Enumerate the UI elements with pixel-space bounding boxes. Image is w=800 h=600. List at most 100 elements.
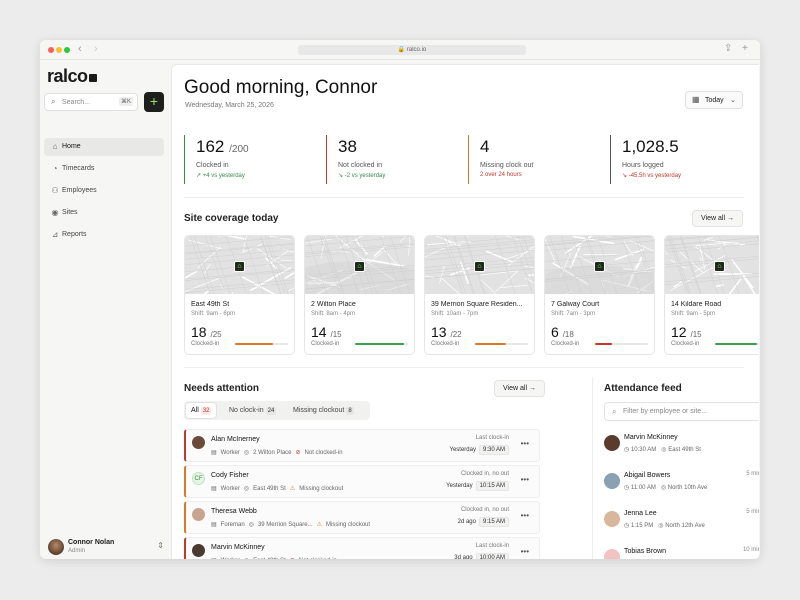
page-title: Good morning, Connor xyxy=(184,77,378,98)
feed-site: North 10th Ave xyxy=(667,485,708,491)
clock-status: Last clock-in xyxy=(475,435,509,441)
user-menu[interactable]: Connor Nolan Admin ⇕ xyxy=(48,537,164,557)
stat-missing-clock-out: 4 Missing clock out 2 over 24 hours xyxy=(468,135,598,184)
more-options-icon[interactable]: ••• xyxy=(520,439,529,448)
stat-delta: ↗ +4 vs yesterday xyxy=(196,173,245,179)
coverage-progress-fill xyxy=(475,343,507,345)
more-options-icon[interactable]: ••• xyxy=(520,511,529,520)
site-card[interactable]: ⌂ East 49th St Shift: 9am - 6pm 18 /25 Clock… xyxy=(184,235,295,355)
url-bar[interactable]: 🔒 ralco.io xyxy=(298,45,526,55)
clock-time: 9:15 AM xyxy=(478,517,509,527)
attention-row[interactable]: Alan McInerney ▤ Worker ◎ 2 Wilton Place ⊘ Not… xyxy=(184,429,540,462)
add-button[interactable]: + xyxy=(144,92,164,112)
coverage-progress-fill xyxy=(715,343,758,345)
site-card[interactable]: ⌂ 14 Kildare Road Shift: 9am - 5pm 12 /15 Cl… xyxy=(664,235,759,355)
feed-employee-name: Tobias Brown xyxy=(624,548,667,555)
site-card[interactable]: ⌂ 7 Galway Court Shift: 7am - 3pm 6 /18 Cloc… xyxy=(544,235,655,355)
user-role: Admin xyxy=(68,548,86,554)
clock-when: 3d ago xyxy=(454,555,473,559)
warning-icon: ⊘ xyxy=(290,558,295,559)
issue-label: Missing clockout xyxy=(299,486,344,492)
forward-arrow-icon[interactable]: › xyxy=(94,43,98,55)
map-pin-icon: ◎ xyxy=(660,485,667,491)
maximize-window-button[interactable] xyxy=(64,47,70,53)
attention-row[interactable]: Theresa Webb ▤ Foreman ◎ 39 Merrion Square..… xyxy=(184,501,540,534)
feed-item[interactable]: Abigail Bowers ◷ 11:00 AM ◎ North 10th Av… xyxy=(604,470,759,500)
stat-clocked-in: 162 /200 Clocked in ↗ +4 vs yesterday xyxy=(184,135,314,184)
close-window-button[interactable] xyxy=(48,47,54,53)
map-pin-icon: ◎ xyxy=(658,523,664,529)
feed-item[interactable]: Tobias Brown 10 minutes ago xyxy=(604,546,759,559)
sidebar-item-timecards[interactable]: ◔ Timecards xyxy=(44,160,164,178)
more-options-icon[interactable]: ••• xyxy=(520,547,529,556)
tab-all[interactable]: All 32 xyxy=(186,403,217,418)
feed-item[interactable]: Jenna Lee ◷ 1:15 PM ◎ North 12th Ave 5 min… xyxy=(604,508,759,538)
map-pin-icon: ◎ xyxy=(243,486,250,492)
attention-tabs: All 32 No clock-in 24 Missing clockout 8 xyxy=(184,401,370,420)
clock-icon: ◷ xyxy=(624,485,630,491)
role-icon: ▤ xyxy=(211,450,217,456)
site-shift: Shift: 8am - 4pm xyxy=(311,311,356,317)
coverage-progress-bar xyxy=(595,343,648,345)
site-card[interactable]: ⌂ 2 Wilton Place Shift: 8am - 4pm 14 /15 Clo… xyxy=(304,235,415,355)
main-content: Good morning, Connor Wednesday, March 25… xyxy=(171,64,759,559)
tab-missing-clockout[interactable]: Missing clockout 8 xyxy=(288,403,359,418)
site-total: /15 xyxy=(330,330,342,339)
brand-logo[interactable]: ralco xyxy=(47,66,97,87)
attention-row[interactable]: CF Cody Fisher ▤ Worker ◎ East 49th St ⚠ Missin… xyxy=(184,465,540,498)
feed-filter-input[interactable]: ⌕ Filter by employee or site... xyxy=(604,402,759,421)
minimize-window-button[interactable] xyxy=(56,47,62,53)
role-icon: ▤ xyxy=(211,522,217,528)
date-range-button[interactable]: ▦ Today ⌄ xyxy=(685,91,743,109)
sidebar-item-employees[interactable]: ⚇ Employees xyxy=(44,182,164,200)
site-count: 18 xyxy=(191,324,207,340)
coverage-progress-fill xyxy=(595,343,613,345)
coverage-progress-fill xyxy=(235,343,274,345)
site-card[interactable]: ⌂ 39 Merrion Square Residen... Shift: 10am… xyxy=(424,235,535,355)
sidebar-item-reports[interactable]: ⊿ Reports xyxy=(44,226,164,244)
sidebar-item-home[interactable]: ⌂ Home xyxy=(44,138,164,156)
sidebar-item-sites[interactable]: ◉ Sites xyxy=(44,204,164,222)
user-name: Connor Nolan xyxy=(68,539,115,546)
more-options-icon[interactable]: ••• xyxy=(520,475,529,484)
sidebar-item-label: Employees xyxy=(62,187,97,194)
coverage-progress-bar xyxy=(475,343,528,345)
tab-no-clock-in[interactable]: No clock-in 24 xyxy=(224,403,281,418)
share-icon[interactable]: ⇪ xyxy=(724,43,733,54)
new-tab-icon[interactable]: + xyxy=(742,43,748,54)
site-count-label: Clocked-in xyxy=(551,341,580,347)
feed-item[interactable]: Marvin McKinney ◷ 10:30 AM ◎ East 49th St… xyxy=(604,432,759,462)
site-total: /25 xyxy=(210,330,222,339)
view-all-sites-button[interactable]: View all → xyxy=(692,210,743,227)
needs-attention-title: Needs attention xyxy=(184,383,260,394)
site-shift: Shift: 7am - 3pm xyxy=(551,311,596,317)
feed-employee-name: Marvin McKinney xyxy=(624,434,678,441)
chart-icon: ⊿ xyxy=(51,230,59,239)
site-map: ⌂ xyxy=(665,236,759,294)
clock-time: 10:15 AM xyxy=(475,481,509,491)
employee-site: 39 Merrion Square... xyxy=(257,522,313,528)
stat-value: 38 xyxy=(338,137,357,156)
site-pin-icon: ⌂ xyxy=(354,261,365,272)
map-pin-icon: ◎ xyxy=(243,450,250,456)
employee-site: East 49th St xyxy=(253,486,286,492)
attention-row[interactable]: Marvin McKinney ▤ Worker ◎ East 49th St ⊘ Not … xyxy=(184,537,540,559)
sidebar-item-label: Timecards xyxy=(62,165,95,172)
view-all-attention-button[interactable]: View all → xyxy=(494,380,545,397)
avatar xyxy=(192,436,205,449)
sidebar-search[interactable]: ⌕ Search... ⌘K xyxy=(44,93,138,111)
sidebar-item-label: Sites xyxy=(62,209,78,216)
avatar xyxy=(604,435,620,451)
site-count: 14 xyxy=(311,324,327,340)
clock-icon: ◷ xyxy=(624,447,630,453)
feed-time-ago: 5 minutes ago xyxy=(746,509,759,515)
back-arrow-icon[interactable]: ‹ xyxy=(78,43,82,55)
employee-role: Worker xyxy=(220,486,240,492)
tab-label: All xyxy=(191,407,199,414)
clock-time: 10:00 AM xyxy=(475,553,509,559)
site-count-label: Clocked-in xyxy=(671,341,700,347)
logo-mark-icon xyxy=(88,74,97,82)
clock-time: 9:30 AM xyxy=(478,445,509,455)
avatar xyxy=(192,508,205,521)
feed-site: North 12th Ave xyxy=(665,523,705,529)
